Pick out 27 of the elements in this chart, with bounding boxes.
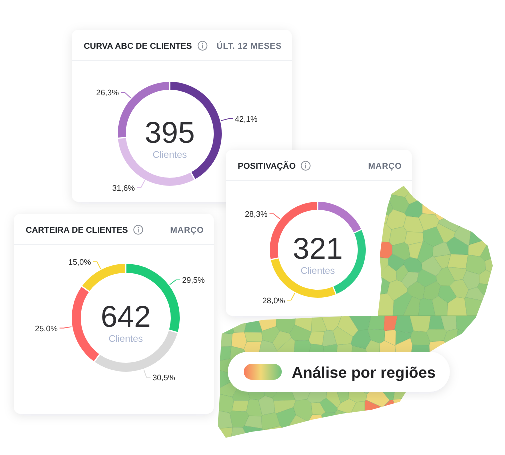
data-label: 29,5%: [182, 276, 206, 286]
donut-slice: [72, 287, 100, 362]
chart-title: POSITIVAÇÃO: [238, 161, 296, 171]
text: Análise por regiões: [292, 365, 436, 382]
text: Clientes: [152, 150, 188, 161]
data-label: 26,3%: [96, 88, 120, 98]
donut-slice: [318, 202, 362, 233]
donut-slice: [95, 331, 178, 372]
chart-subtitle: ÚLT. 12 MESES: [216, 41, 282, 51]
data-label: 30,5%: [152, 373, 176, 382]
donut-slice: [271, 258, 336, 298]
text: 642: [100, 301, 152, 334]
data-label: 15,0%: [68, 258, 92, 267]
data-label: 28,3%: [245, 210, 268, 220]
chart-title: CURVA ABC DE CLIENTES: [84, 41, 192, 51]
data-label: 31,6%: [112, 184, 136, 193]
data-label: 28,0%: [262, 296, 286, 306]
text: 321: [292, 233, 344, 266]
data-label: 42,1%: [235, 114, 258, 124]
donut-slice: [82, 264, 126, 292]
chart-subtitle: MARÇO: [170, 225, 204, 235]
chart-title: CARTEIRA DE CLIENTES: [26, 225, 128, 235]
text: Clientes: [300, 266, 336, 277]
text: 395: [144, 117, 196, 150]
text: Clientes: [108, 334, 144, 345]
text: MARÇO: [368, 161, 402, 171]
data-label: 25,0%: [35, 324, 58, 334]
